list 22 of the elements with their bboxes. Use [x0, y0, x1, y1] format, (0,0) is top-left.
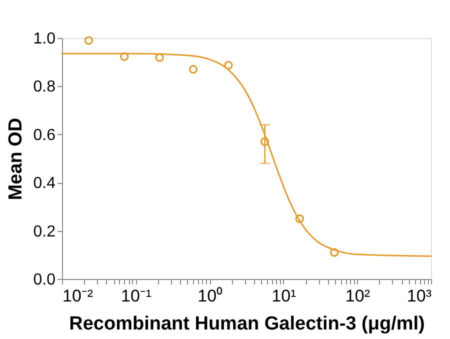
point	[84, 36, 94, 45]
x-axis-title: Recombinant Human Galectin-3 (μg/ml)	[69, 314, 425, 334]
point	[260, 137, 270, 146]
point	[120, 52, 129, 61]
y-tick-label: 0.2	[33, 223, 56, 240]
x-tick-label: 10²	[345, 286, 370, 306]
y-tick-label: 0.8	[33, 78, 56, 96]
x-tick-label: 10³	[406, 286, 432, 306]
y-tick-label: 0.0	[33, 272, 56, 288]
x-tick-label: 10⁰	[198, 286, 223, 306]
y-tick-label: 0.6	[33, 126, 56, 144]
x-tick-label: 10⁻²	[62, 286, 94, 306]
point	[224, 60, 233, 70]
point	[155, 53, 164, 62]
point	[295, 214, 304, 224]
y-tick-label: 0.4	[33, 175, 56, 192]
point	[188, 65, 198, 74]
x-tick-label: 10¹	[272, 286, 297, 306]
x-tick-label: 10⁻¹	[121, 286, 152, 306]
y-tick-label: 1.0	[33, 30, 56, 48]
y-axis-title: Mean OD	[5, 118, 26, 200]
point	[330, 248, 339, 257]
